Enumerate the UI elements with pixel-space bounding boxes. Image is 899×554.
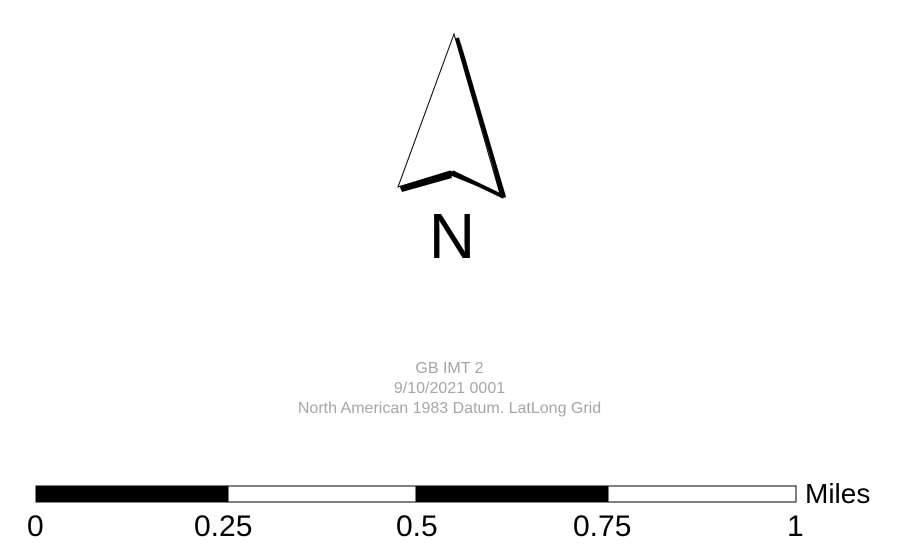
scale-bar: Miles 0 0.25 0.5 0.75 1 bbox=[0, 470, 899, 554]
scale-tick-label: 0.25 bbox=[194, 510, 253, 543]
map-date: 9/10/2021 0001 bbox=[393, 380, 506, 397]
scale-segment-1 bbox=[35, 485, 229, 503]
scale-segment-4 bbox=[607, 485, 797, 503]
north-arrow-right-edge bbox=[455, 37, 506, 198]
map-datum: North American 1983 Datum. LatLong Grid bbox=[297, 400, 602, 417]
scale-tick-label: 0.75 bbox=[573, 510, 632, 543]
scale-tick-label: 0 bbox=[27, 510, 44, 543]
scale-tick-label: 1 bbox=[787, 510, 804, 543]
scale-bar-graphic bbox=[35, 485, 797, 503]
north-arrow-bottom-left bbox=[400, 171, 452, 192]
scale-units: Miles bbox=[805, 478, 871, 509]
north-arrow-letter: N bbox=[429, 200, 475, 270]
scale-segment-2 bbox=[227, 485, 417, 503]
map-info: GB IMT 2 9/10/2021 0001 North American 1… bbox=[0, 359, 899, 419]
map-title: GB IMT 2 bbox=[415, 360, 484, 377]
scale-tick-label: 0.5 bbox=[396, 510, 438, 543]
north-arrow-icon: N bbox=[397, 32, 506, 272]
scale-segment-3 bbox=[415, 485, 609, 503]
north-arrow-bottom-right bbox=[451, 170, 505, 199]
north-arrow-body bbox=[397, 32, 501, 195]
north-arrow: N bbox=[380, 20, 530, 272]
